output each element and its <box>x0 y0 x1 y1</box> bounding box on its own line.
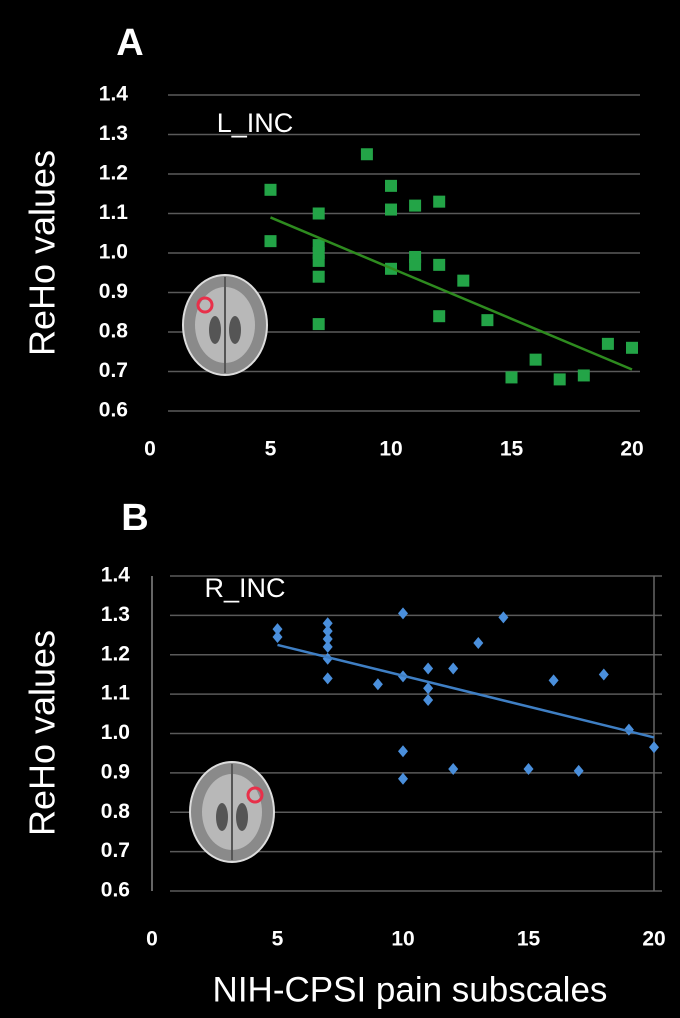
x-tick-label: 0 <box>146 928 158 951</box>
point <box>313 255 325 267</box>
panel-label: B <box>121 497 148 539</box>
point <box>554 373 566 385</box>
point <box>385 180 397 192</box>
x-tick-label: 0 <box>144 438 156 461</box>
point <box>313 271 325 283</box>
y-tick-label: 1.0 <box>101 721 130 744</box>
point <box>433 259 445 271</box>
x-tick-label: 15 <box>517 928 541 951</box>
point <box>409 259 421 271</box>
y-tick-label: 1.2 <box>101 642 130 665</box>
point <box>433 310 445 322</box>
y-axis-label: ReHo values <box>22 150 63 356</box>
point <box>433 196 445 208</box>
x-tick-label: 10 <box>391 928 414 951</box>
point <box>361 148 373 160</box>
point <box>265 235 277 247</box>
brain-image <box>209 316 221 344</box>
x-tick-label: 15 <box>500 438 524 461</box>
x-tick-label: 5 <box>265 438 277 461</box>
point <box>506 371 518 383</box>
point <box>313 318 325 330</box>
x-tick-label: 20 <box>642 928 665 951</box>
point <box>481 314 493 326</box>
y-tick-label: 1.3 <box>99 122 128 145</box>
background <box>0 0 680 1018</box>
y-tick-label: 0.7 <box>101 839 130 862</box>
annotation: L_INC <box>217 108 294 138</box>
y-tick-label: 1.2 <box>99 162 128 185</box>
y-tick-label: 1.3 <box>101 603 130 626</box>
x-tick-label: 10 <box>379 438 402 461</box>
brain-image <box>236 803 248 831</box>
y-tick-label: 0.8 <box>101 800 131 823</box>
y-axis-label: ReHo values <box>22 630 63 836</box>
x-tick-label: 5 <box>272 928 284 951</box>
point <box>313 208 325 220</box>
y-tick-label: 1.0 <box>99 241 128 264</box>
point <box>457 275 469 287</box>
y-tick-label: 1.4 <box>101 564 131 587</box>
annotation: R_INC <box>204 573 285 603</box>
x-tick-label: 20 <box>620 438 643 461</box>
y-tick-label: 0.8 <box>99 320 129 343</box>
point <box>409 200 421 212</box>
x-axis-label: NIH-CPSI pain subscales <box>213 970 608 1009</box>
point <box>385 204 397 216</box>
point <box>602 338 614 350</box>
y-tick-label: 0.9 <box>99 280 128 303</box>
y-tick-label: 1.1 <box>101 682 131 705</box>
panel-label: A <box>116 22 143 64</box>
brain-image <box>229 316 241 344</box>
point <box>530 354 542 366</box>
point <box>626 342 638 354</box>
point <box>578 369 590 381</box>
y-tick-label: 0.6 <box>99 399 128 422</box>
y-tick-label: 1.4 <box>99 83 129 106</box>
brain-image <box>216 803 228 831</box>
figure: 1.4 1.3 1.2 1.1 1.0 0.9 0.8 0.7 0.6 0 5 10 15 20 ReHo … <box>0 0 680 1018</box>
y-tick-label: 0.9 <box>101 760 130 783</box>
page: 1.4 1.3 1.2 1.1 1.0 0.9 0.8 0.7 0.6 0 5 10 15 20 ReHo … <box>0 0 680 1018</box>
point <box>265 184 277 196</box>
y-tick-label: 0.6 <box>101 879 130 902</box>
y-tick-label: 1.1 <box>99 201 129 224</box>
y-tick-label: 0.7 <box>99 359 128 382</box>
